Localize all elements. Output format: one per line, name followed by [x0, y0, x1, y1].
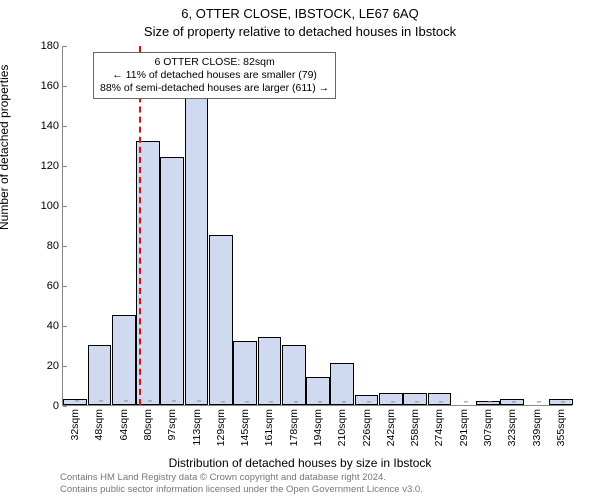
bar — [112, 315, 136, 405]
x-tick: 32sqm — [69, 405, 81, 441]
bar — [282, 345, 306, 405]
x-tick: 291sqm — [458, 405, 470, 446]
chart-container: 6, OTTER CLOSE, IBSTOCK, LE67 6AQ Size o… — [0, 0, 600, 500]
y-tick: 180 — [25, 40, 63, 52]
marker-line — [139, 46, 141, 405]
x-tick: 145sqm — [239, 405, 251, 446]
bar — [355, 395, 379, 405]
x-tick: 339sqm — [531, 405, 543, 446]
y-tick: 60 — [25, 280, 63, 292]
x-tick: 113sqm — [191, 405, 203, 446]
annotation-line: 6 OTTER CLOSE: 82sqm — [100, 56, 329, 69]
y-tick: 160 — [25, 80, 63, 92]
bar — [379, 393, 403, 405]
y-tick: 0 — [25, 400, 63, 412]
annotation-box: 6 OTTER CLOSE: 82sqm← 11% of detached ho… — [93, 52, 336, 99]
bar — [403, 393, 427, 405]
chart-title-line1: 6, OTTER CLOSE, IBSTOCK, LE67 6AQ — [0, 6, 600, 21]
y-tick: 40 — [25, 320, 63, 332]
y-tick: 20 — [25, 360, 63, 372]
x-tick: 307sqm — [482, 405, 494, 446]
x-tick: 242sqm — [385, 405, 397, 446]
bar — [88, 345, 112, 405]
x-tick: 161sqm — [263, 405, 275, 446]
bar — [330, 363, 354, 405]
bar — [209, 235, 233, 405]
x-tick: 226sqm — [361, 405, 373, 446]
x-tick: 48sqm — [93, 405, 105, 441]
x-tick: 194sqm — [312, 405, 324, 446]
y-tick: 140 — [25, 120, 63, 132]
bar — [258, 337, 282, 405]
x-tick: 97sqm — [166, 405, 178, 441]
y-axis-label: Number of detached properties — [0, 65, 11, 230]
annotation-line: ← 11% of detached houses are smaller (79… — [100, 69, 329, 82]
footnote-line1: Contains HM Land Registry data © Crown c… — [60, 472, 386, 483]
y-tick: 120 — [25, 160, 63, 172]
footnote-line2: Contains public sector information licen… — [60, 484, 423, 495]
x-tick: 258sqm — [409, 405, 421, 446]
annotation-line: 88% of semi-detached houses are larger (… — [100, 82, 329, 95]
footnote: Contains HM Land Registry data © Crown c… — [60, 472, 590, 496]
x-tick: 178sqm — [288, 405, 300, 446]
x-tick: 355sqm — [555, 405, 567, 446]
x-tick: 274sqm — [433, 405, 445, 446]
x-axis-label: Distribution of detached houses by size … — [0, 456, 600, 470]
plot-area: 6 OTTER CLOSE: 82sqm← 11% of detached ho… — [62, 46, 572, 406]
x-tick: 80sqm — [142, 405, 154, 441]
x-tick: 210sqm — [336, 405, 348, 446]
bar — [160, 157, 184, 405]
bar — [428, 393, 452, 405]
y-tick: 80 — [25, 240, 63, 252]
bar — [233, 341, 257, 405]
chart-title-line2: Size of property relative to detached ho… — [0, 24, 600, 39]
x-tick: 129sqm — [215, 405, 227, 446]
x-tick: 64sqm — [118, 405, 130, 441]
x-tick: 323sqm — [506, 405, 518, 446]
y-tick: 100 — [25, 200, 63, 212]
bar — [185, 89, 209, 405]
